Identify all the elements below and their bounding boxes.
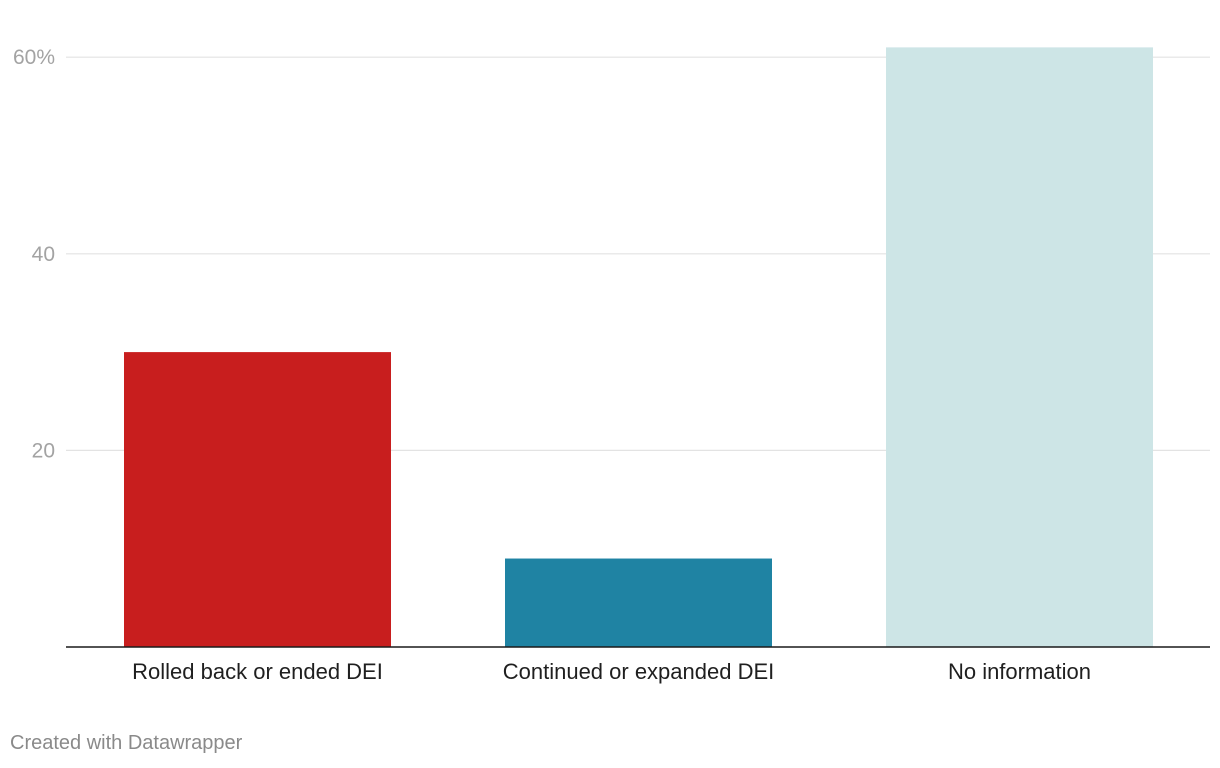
bar-chart: 20 40 60% Rolled back or ended DEI Continue… xyxy=(13,46,1210,684)
category-label-rolled-back-or-ended-dei: Rolled back or ended DEI xyxy=(132,659,383,684)
category-label-no-information: No information xyxy=(948,659,1091,684)
bars xyxy=(124,47,1153,648)
bar-no-information xyxy=(886,47,1153,648)
datawrapper-credit[interactable]: Created with Datawrapper xyxy=(10,732,243,754)
y-tick-label-20: 20 xyxy=(32,439,55,462)
y-tick-label-40: 40 xyxy=(32,243,55,266)
y-tick-label-60: 60% xyxy=(13,46,55,69)
category-labels: Rolled back or ended DEI Continued or exp… xyxy=(132,659,1091,684)
bar-rolled-back-or-ended-dei xyxy=(124,352,391,647)
y-axis-ticks: 20 40 60% xyxy=(13,46,55,462)
bar-continued-or-expanded-dei xyxy=(505,558,772,647)
category-label-continued-or-expanded-dei: Continued or expanded DEI xyxy=(503,659,775,684)
